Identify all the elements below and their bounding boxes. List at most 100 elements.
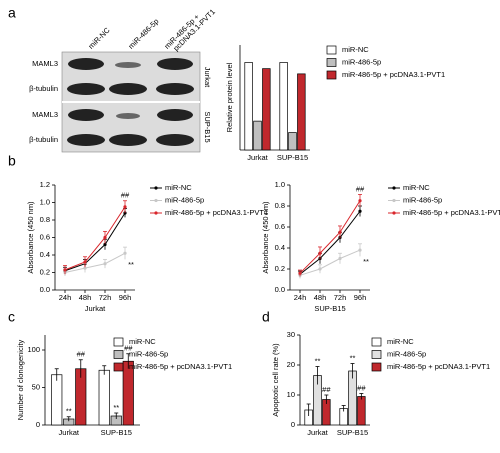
y-axis-label: Absorbance (450 nm): [26, 201, 35, 274]
lane-label: miR-NC: [86, 25, 112, 51]
x-tick-label: 48h: [79, 293, 92, 302]
annotation: **: [66, 407, 72, 416]
x-tick-label: 96h: [119, 293, 132, 302]
panel-letter: a: [8, 5, 16, 21]
x-tick-label: Jurkat: [59, 428, 80, 437]
legend-label: miR-NC: [342, 45, 369, 54]
y-axis-label: Absorbance (450 nm): [261, 201, 270, 274]
x-axis-label: Jurkat: [85, 304, 106, 313]
blot-divider: [62, 101, 200, 103]
annotation: ##: [357, 383, 366, 392]
y-tick-label: 0.8: [40, 215, 50, 224]
bar: [288, 132, 297, 151]
row-label: MAML3: [32, 110, 58, 119]
legend-label: miR-486-5p + pcDNA3.1-PVT1: [165, 208, 268, 217]
y-tick-label: 0: [36, 420, 40, 429]
legend-label: miR-486-5p + pcDNA3.1-PVT1: [129, 362, 232, 371]
western-blot: miR-NC miR-486-5p miR-486-5p + pcDNA3.1-…: [29, 7, 217, 153]
legend-swatch: [371, 337, 382, 347]
bar: [348, 370, 357, 426]
annotation: **: [128, 260, 134, 269]
point: [103, 235, 107, 240]
legend-swatch: [326, 45, 337, 55]
bar: [98, 369, 110, 426]
point: [103, 242, 107, 247]
point: [103, 262, 107, 266]
line: [64, 206, 126, 271]
row-label: β-tubulin: [29, 135, 58, 144]
lane-label: miR-486-5p: [126, 17, 160, 51]
panel-letter: d: [262, 309, 270, 325]
y-axis-label: Apoptotic cell rate (%): [271, 343, 280, 417]
y-tick-label: 0.4: [40, 250, 50, 259]
annotation: ##: [124, 344, 133, 353]
y-tick-label: 100: [27, 345, 40, 354]
y-tick-label: 10: [287, 390, 295, 399]
y-tick-label: 0.6: [40, 232, 50, 241]
legend-label: miR-NC: [165, 183, 192, 192]
line: [299, 200, 361, 274]
y-tick-label: 20: [287, 360, 295, 369]
row-label: β-tubulin: [29, 84, 58, 93]
y-tick-label: 0.0: [40, 285, 50, 294]
point: [358, 199, 362, 203]
line: [64, 252, 126, 273]
legend-label: miR-486-5p + pcDNA3.1-PVT1: [387, 362, 490, 371]
x-axis-label: SUP-B15: [314, 304, 345, 313]
legend-swatch: [326, 70, 337, 80]
legend-label: miR-486-5p: [129, 349, 168, 358]
annotation: ##: [322, 385, 331, 394]
line: [64, 212, 126, 272]
y-tick-label: 30: [287, 330, 295, 339]
legend-label: miR-486-5p + pcDNA3.1-PVT1: [403, 208, 500, 217]
point: [338, 230, 342, 234]
y-tick-label: 0: [291, 420, 295, 429]
x-tick-label: 96h: [354, 293, 367, 302]
point: [83, 260, 87, 264]
point: [318, 267, 322, 271]
point: [358, 248, 362, 252]
legend-swatch: [113, 337, 124, 347]
bar: [357, 396, 366, 426]
legend-swatch: [371, 362, 382, 372]
bar: [262, 68, 271, 151]
bar: [297, 73, 306, 151]
x-tick-label: 72h: [99, 293, 112, 302]
annotation: ##: [356, 184, 365, 193]
y-tick-label: 1.0: [40, 197, 50, 206]
line: [299, 249, 361, 276]
y-tick-label: 0.0: [275, 285, 285, 294]
legend-label: miR-NC: [403, 183, 430, 192]
point: [338, 256, 342, 261]
x-tick-label: SUP-B15: [337, 428, 368, 437]
point: [83, 266, 87, 270]
legend-marker: [154, 211, 158, 215]
cell-label: SUP-B15: [203, 111, 212, 142]
point: [63, 268, 67, 272]
legend-marker: [154, 198, 158, 203]
point: [123, 251, 127, 255]
legend-marker: [392, 198, 396, 203]
y-tick-label: 0.6: [275, 222, 285, 231]
y-tick-label: 1.0: [275, 180, 285, 189]
cell-label: Jurkat: [203, 67, 212, 88]
point: [123, 205, 127, 209]
legend-label: miR-486-5p: [165, 195, 204, 204]
x-tick-label: 72h: [334, 293, 347, 302]
annotation: ##: [77, 350, 86, 359]
annotation: **: [350, 353, 356, 362]
line: [299, 210, 361, 275]
legend-swatch: [113, 350, 124, 359]
bar: [279, 62, 288, 151]
y-tick-label: 0.8: [275, 201, 285, 210]
legend-label: miR-NC: [387, 337, 414, 346]
blot-bands: [67, 58, 194, 146]
legend-label: miR-486-5p: [387, 349, 426, 358]
legend-label: miR-NC: [129, 337, 156, 346]
bar: [253, 120, 262, 151]
panel-letter: b: [8, 153, 16, 169]
x-tick-label: Jurkat: [247, 153, 268, 162]
x-tick-label: SUP-B15: [101, 428, 132, 437]
panel-letter: c: [8, 309, 15, 325]
